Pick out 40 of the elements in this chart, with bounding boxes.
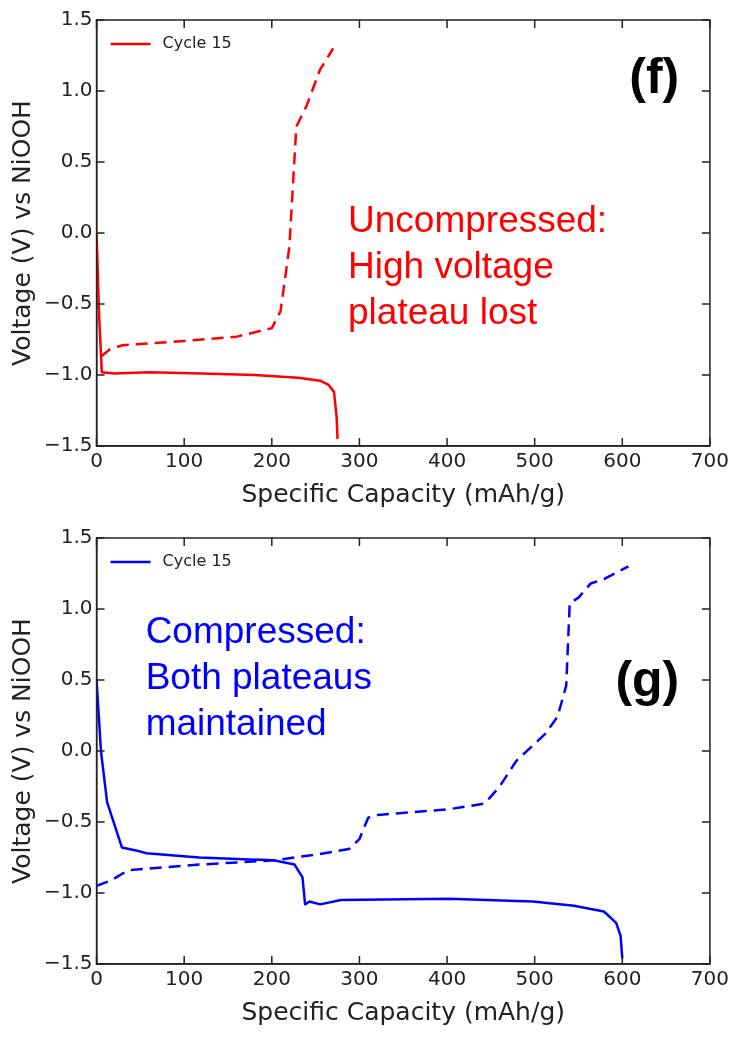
x-axis-title: Specific Capacity (mAh/g) xyxy=(241,996,566,1026)
y-tick-label: −0.5 xyxy=(43,808,93,833)
annotation: (f) xyxy=(629,47,680,104)
x-tick-label: 300 xyxy=(340,448,379,473)
y-axis-title: Voltage (V) vs NiOOH xyxy=(6,618,36,884)
y-tick-label: −1.0 xyxy=(43,361,93,386)
y-axis-title: Voltage (V) vs NiOOH xyxy=(6,100,36,366)
x-tick-label: 0 xyxy=(90,966,103,991)
x-tick-label: 100 xyxy=(165,448,204,473)
x-tick-label: 700 xyxy=(690,966,730,991)
y-tick-label: −1.0 xyxy=(43,879,93,904)
x-tick-label: 500 xyxy=(515,966,554,991)
x-axis-title: Specific Capacity (mAh/g) xyxy=(241,478,566,508)
x-tick-label: 400 xyxy=(427,448,467,473)
annotation: Compressed: Both plateaus maintained xyxy=(145,610,372,744)
y-tick-label: −0.5 xyxy=(43,290,93,315)
y-tick-label: 0.0 xyxy=(60,219,93,244)
x-tick-label: 600 xyxy=(603,966,642,991)
x-tick-label: 500 xyxy=(515,448,554,473)
legend-label: Cycle 15 xyxy=(162,551,232,571)
annotation: (g) xyxy=(615,651,680,708)
y-tick-label: 1.0 xyxy=(60,77,93,102)
x-tick-label: 100 xyxy=(165,966,204,991)
y-tick-label: 0.5 xyxy=(60,148,93,173)
annotation: Uncompressed: High voltage plateau lost xyxy=(348,198,608,332)
y-tick-label: 1.5 xyxy=(60,6,93,31)
x-tick-label: 200 xyxy=(252,966,291,991)
x-tick-label: 0 xyxy=(90,448,103,473)
x-tick-label: 700 xyxy=(690,448,730,473)
x-tick-label: 400 xyxy=(427,966,467,991)
y-tick-label: 0.0 xyxy=(60,737,93,762)
y-tick-label: −1.5 xyxy=(43,950,93,975)
y-tick-label: 1.5 xyxy=(60,524,93,549)
y-tick-label: −1.5 xyxy=(43,432,93,457)
x-tick-label: 600 xyxy=(603,448,642,473)
x-tick-label: 300 xyxy=(340,966,379,991)
y-tick-label: 1.0 xyxy=(60,595,93,620)
y-tick-label: 0.5 xyxy=(60,666,93,691)
legend-label: Cycle 15 xyxy=(162,33,232,53)
x-tick-label: 200 xyxy=(252,448,291,473)
